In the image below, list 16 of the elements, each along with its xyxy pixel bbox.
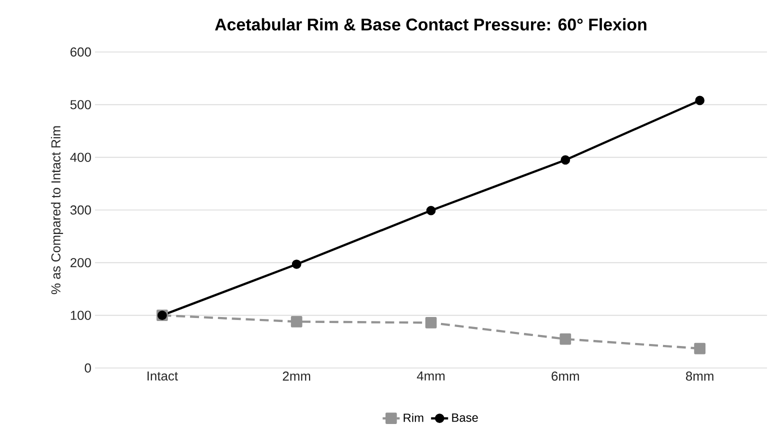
y-tick-label: 100 <box>70 310 91 320</box>
x-tick-label: 8mm <box>686 372 714 381</box>
legend-label: Rim <box>404 413 424 422</box>
x-tick-label: 2mm <box>282 372 310 381</box>
x-tick-label: Intact <box>148 372 178 381</box>
chart-title: Acetabular Rim & Base Contact Pressure: 60° Flexion <box>215 18 646 31</box>
y-tick-label: 500 <box>70 100 91 110</box>
y-tick-label: 0 <box>84 363 91 373</box>
y-tick-label: 600 <box>70 47 91 57</box>
legend-label: Base <box>452 413 478 422</box>
x-tick-label: 4mm <box>416 372 445 380</box>
y-tick-label: 400 <box>70 152 91 162</box>
x-tick-label: 6mm <box>552 372 579 381</box>
y-tick-label: 200 <box>70 258 91 268</box>
y-axis-title: % as Compared to Intact Rim <box>50 126 64 294</box>
y-tick-label: 300 <box>70 205 91 215</box>
